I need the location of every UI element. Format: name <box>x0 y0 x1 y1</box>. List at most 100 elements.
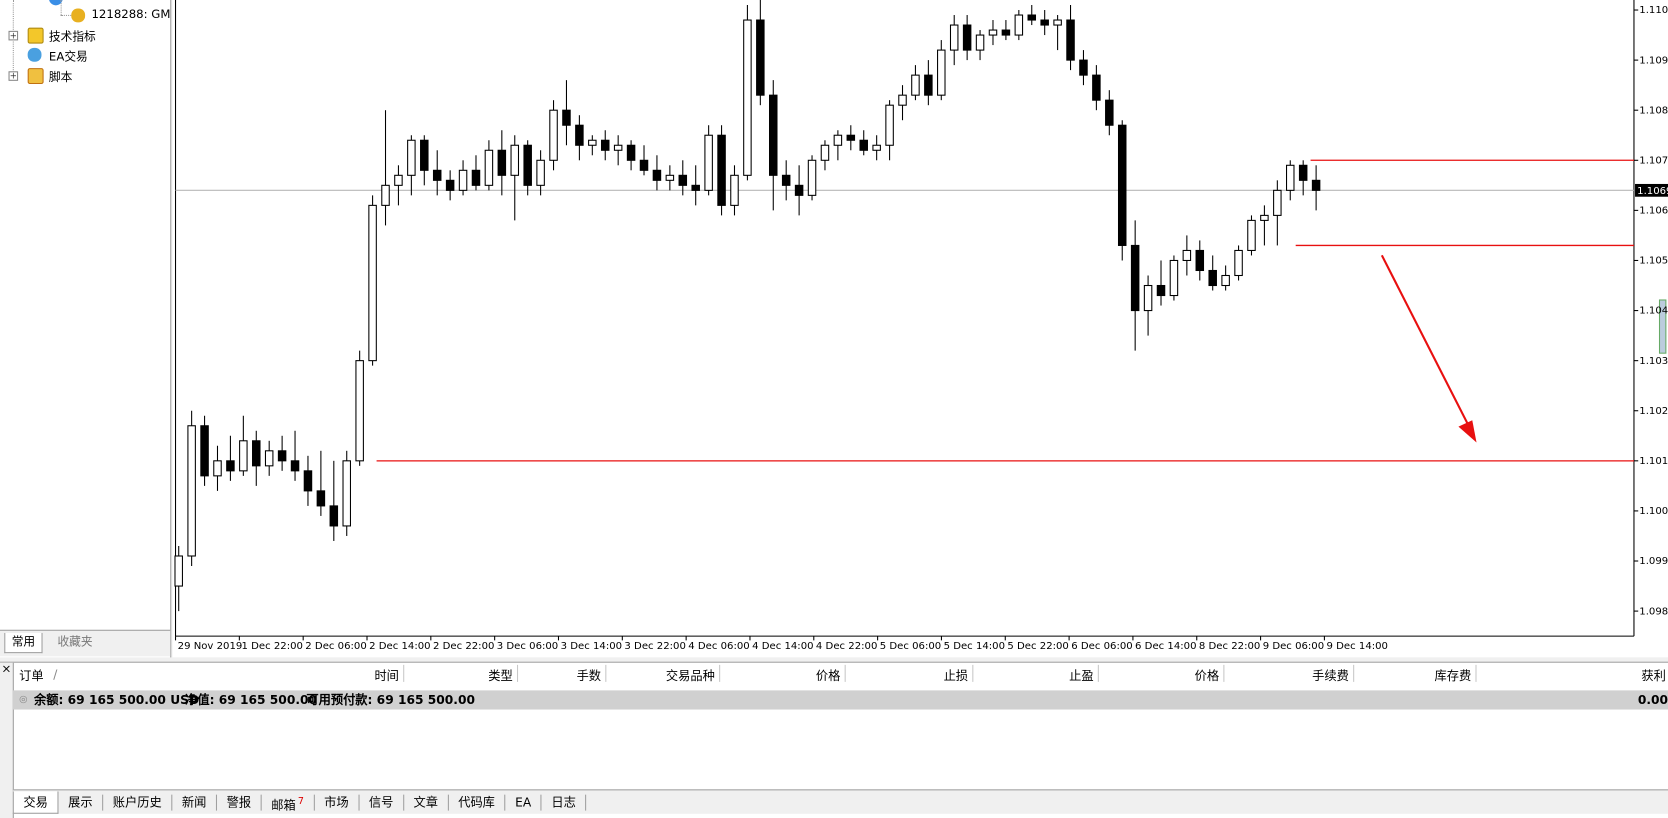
candle <box>303 455 313 506</box>
x-tick-label: 3 Dec 06:00 <box>497 641 558 652</box>
ea-icon <box>27 47 42 62</box>
column-header[interactable]: 类型 <box>488 668 513 683</box>
candle <box>885 100 894 161</box>
candle-body <box>471 169 481 186</box>
close-button[interactable]: × <box>1 661 12 676</box>
tab-label: 邮箱 <box>271 797 296 813</box>
candle <box>316 450 326 516</box>
candle-body <box>743 19 752 176</box>
y-tick-label: 1.1015 <box>1639 456 1668 467</box>
x-tick-label: 9 Dec 14:00 <box>1327 641 1388 652</box>
column-header[interactable]: 时间 <box>374 668 399 683</box>
account[interactable]: 1218288: GM <box>91 7 171 22</box>
candle-body <box>1195 249 1205 272</box>
column-header[interactable]: 手续费 <box>1312 668 1349 683</box>
tab[interactable]: 文章 <box>404 794 449 811</box>
column-header[interactable]: 订单 <box>19 668 44 683</box>
candle <box>1221 265 1230 291</box>
candle <box>639 145 649 176</box>
candle-body <box>781 174 791 186</box>
column-header[interactable]: / <box>53 666 58 682</box>
tab[interactable]: 警报 <box>217 794 262 811</box>
tab[interactable]: 邮箱 7 <box>262 794 315 813</box>
candle-body <box>1182 249 1192 261</box>
candle-body <box>484 149 494 186</box>
tab[interactable]: 市场 <box>315 794 360 811</box>
tab-label: 新闻 <box>181 794 207 810</box>
candle-body <box>1286 164 1295 191</box>
column-header[interactable]: 获利 <box>1641 668 1666 683</box>
x-tick-label: 9 Dec 06:00 <box>1263 641 1324 652</box>
candle <box>252 430 261 486</box>
column-header[interactable]: 手数 <box>576 668 602 683</box>
candle-body <box>226 460 235 472</box>
candle-body <box>445 179 455 191</box>
candle-body <box>924 74 933 96</box>
y-tick-label: 1.1065 <box>1639 206 1668 217</box>
nav-item[interactable]: EA交易 <box>48 49 88 64</box>
tab[interactable]: 账户历史 <box>103 794 173 811</box>
column-header[interactable]: 止盈 <box>1069 668 1094 683</box>
candle <box>329 460 339 541</box>
nav-item[interactable]: 技术指标 <box>48 29 96 44</box>
tab[interactable]: 信号 <box>359 794 404 811</box>
free-margin: 可用预付款: 69 165 500.00 <box>306 692 475 708</box>
candle <box>626 140 636 171</box>
column-header[interactable]: 价格 <box>1194 668 1220 683</box>
candle-body <box>264 450 274 467</box>
tab[interactable]: 常用 <box>4 632 43 654</box>
candle <box>756 0 765 106</box>
candle-body <box>678 174 688 186</box>
candle <box>277 435 287 471</box>
balance: 余额: 69 165 500.00 USD <box>34 692 200 708</box>
nav-item[interactable]: 脚本 <box>48 70 73 85</box>
candle <box>743 5 752 181</box>
column-separator <box>1097 664 1099 682</box>
candle <box>846 125 856 151</box>
candle-body <box>174 555 183 587</box>
candle <box>445 170 455 201</box>
candle <box>613 135 623 166</box>
expand[interactable]: + <box>8 30 19 41</box>
candle-body <box>949 24 959 51</box>
candle <box>1298 160 1308 196</box>
candle <box>523 140 532 196</box>
candle <box>1027 5 1037 26</box>
x-tick-label: 6 Dec 14:00 <box>1135 641 1196 652</box>
column-header[interactable]: 价格 <box>815 668 841 683</box>
column-header[interactable]: 止损 <box>943 668 969 683</box>
tab-label: EA <box>515 794 532 810</box>
candle <box>1001 20 1011 41</box>
column-header[interactable]: 交易品种 <box>665 668 715 683</box>
x-tick-label: 2 Dec 22:00 <box>433 641 494 652</box>
candle-body <box>420 139 429 171</box>
candle-body <box>652 169 662 181</box>
candle <box>1053 15 1062 51</box>
tab[interactable]: 展示 <box>59 794 104 811</box>
tab[interactable]: 新闻 <box>172 794 218 811</box>
tab[interactable]: 代码库 <box>449 794 506 811</box>
column-separator <box>1223 664 1225 682</box>
tab[interactable]: 收藏夹 <box>57 635 93 649</box>
column-header[interactable]: 库存费 <box>1434 668 1472 683</box>
candle-body <box>549 109 558 161</box>
tab[interactable]: EA <box>506 794 542 811</box>
tab[interactable]: 日志 <box>542 794 587 811</box>
tab[interactable]: 交易 <box>12 790 59 814</box>
candle <box>949 15 959 66</box>
column-separator <box>516 664 519 682</box>
candle-body <box>1117 124 1127 246</box>
candle-body <box>1079 59 1088 76</box>
candle-body <box>1247 219 1256 251</box>
candle-body <box>394 174 403 186</box>
candle-body <box>859 139 868 151</box>
expand[interactable]: + <box>8 71 19 81</box>
profit: 0.00 <box>1637 692 1668 708</box>
candle-body <box>1001 29 1011 36</box>
candle <box>1079 50 1088 86</box>
tab-label: 交易 <box>23 794 48 810</box>
mail-count: 7 <box>297 796 304 807</box>
toolbox-side: × <box>0 661 14 818</box>
candle <box>549 100 558 171</box>
